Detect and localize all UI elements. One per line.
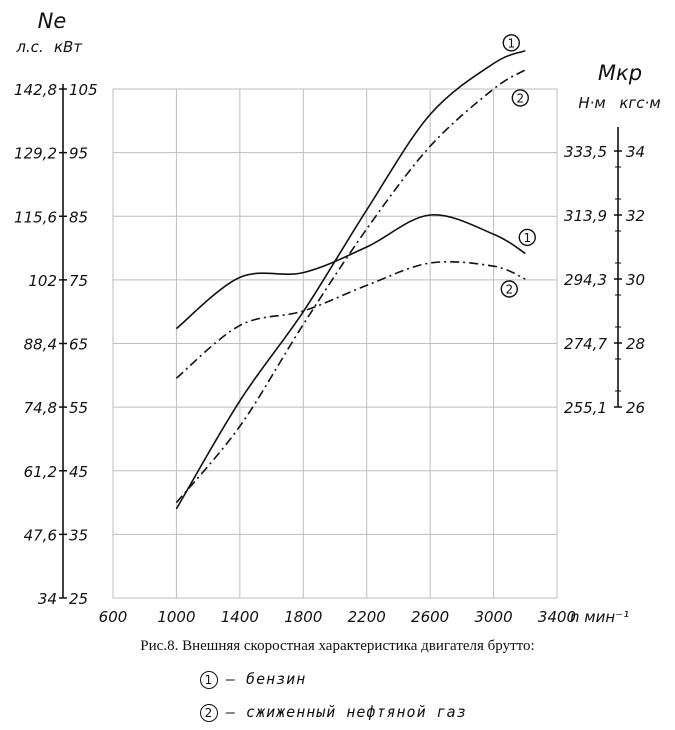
legend-item-2: 2 – сжиженный нефтяной газ [200,703,467,722]
left-tick-label-hp: 34 [38,590,57,608]
curve-marker-label: 1 [523,231,531,245]
grid [112,88,558,599]
left-tick-label-kw: 105 [69,81,98,99]
left-tick-label-kw: 25 [69,590,88,608]
right-tick-label-kgs: 34 [626,143,645,161]
x-tick-label: 1400 [221,608,259,626]
right-axis-unit-nm: Н·м [578,94,605,112]
right-axis-title: Mкр [598,61,642,85]
right-tick-label-nm: 255,1 [564,399,607,417]
curve-marker-label: 2 [516,91,524,105]
right-axis-unit-kgs: кгс·м [619,94,660,112]
left-tick-label-hp: 102 [28,272,57,290]
left-tick-label-hp: 88,4 [24,336,57,354]
left-axis-unit-hp: л.с. [15,38,43,56]
x-tick-label: 1000 [157,608,195,626]
right-tick-label-kgs: 32 [626,207,645,225]
right-tick-label-nm: 313,9 [564,207,607,225]
series-layer [175,50,526,510]
curve-marker-circle [511,89,529,107]
right-tick-label-nm: 294,3 [564,271,607,289]
x-tick-label: 600 [99,608,128,626]
x-axis-label: n мин⁻¹ [570,608,629,626]
series-1-power-line [175,50,526,510]
axes [59,84,622,599]
curve-marker-label: 2 [505,283,513,297]
left-axis-title: Ne [38,9,67,33]
left-tick-label-kw: 65 [69,336,88,354]
left-tick-label-kw: 35 [69,526,88,544]
right-tick-label-nm: 274,7 [564,335,607,353]
legend-item-1: 1 – бензин [200,670,306,689]
left-tick-label-kw: 45 [69,463,88,481]
figure-caption: Рис.8. Внешняя скоростная характеристика… [140,638,535,654]
series-2-torque-line [175,261,526,379]
x-tick-label: 3000 [474,608,512,626]
x-tick-label: 1800 [284,608,322,626]
legend-marker-1: 1 [200,670,218,689]
left-tick-label-kw: 55 [69,399,88,417]
legend-text-1: – бензин [226,670,307,688]
right-tick-label-kgs: 26 [626,399,645,417]
left-tick-label-hp: 47,6 [24,526,57,544]
curve-marker-circle [500,280,518,298]
right-tick-label-nm: 333,5 [564,143,607,161]
right-tick-label-kgs: 28 [626,335,645,353]
left-tick-label-kw: 85 [69,208,88,226]
legend-marker-2: 2 [200,703,218,722]
legend-text-2: – сжиженный нефтяной газ [226,703,467,721]
x-tick-label: 3400 [538,608,576,626]
left-axis-unit-kw: кВт [54,38,83,56]
curve-marker-circle [502,34,520,52]
x-tick-label: 2600 [411,608,449,626]
left-tick-label-kw: 95 [69,145,88,163]
left-tick-label-hp: 61,2 [24,463,57,481]
series-1-torque-line [175,214,526,330]
left-tick-label-kw: 75 [69,272,88,290]
left-tick-label-hp: 142,8 [14,81,57,99]
left-tick-label-hp: 74,8 [24,399,57,417]
left-tick-label-hp: 129,2 [14,145,57,163]
curve-marker-label: 1 [507,36,515,50]
series-2-power-line [175,69,526,504]
curve-marker-circle [518,228,536,247]
left-tick-label-hp: 115,6 [14,208,57,226]
x-tick-label: 2200 [348,608,386,626]
right-tick-label-kgs: 30 [626,271,645,289]
